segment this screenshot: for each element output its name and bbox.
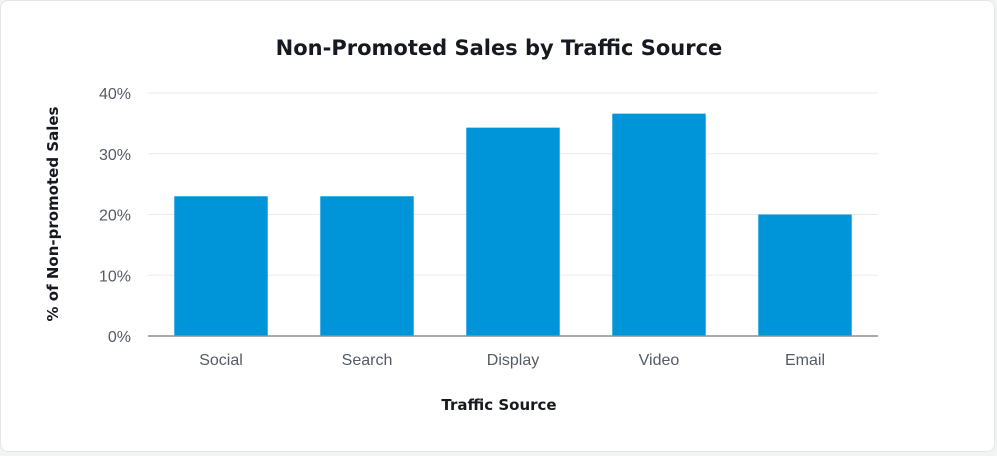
y-tick-label: 30% (99, 147, 131, 164)
y-axis-title: % of Non-promoted Sales (44, 106, 62, 321)
y-tick-label: 10% (99, 268, 131, 285)
bar-search[interactable] (320, 196, 414, 336)
bar-video[interactable] (612, 113, 706, 336)
x-tick-label: Social (199, 352, 243, 369)
x-tick-label: Email (785, 352, 825, 369)
bar-social[interactable] (174, 196, 268, 336)
bar-email[interactable] (758, 214, 852, 337)
y-tick-label: 40% (99, 86, 131, 103)
y-tick-label: 0% (108, 329, 131, 346)
x-axis-ticks: Social Search Display Video Email (199, 352, 825, 369)
y-axis-ticks: 0% 10% 20% 30% 40% (99, 86, 131, 346)
y-tick-label: 20% (99, 208, 131, 225)
x-tick-label: Display (487, 352, 539, 369)
x-tick-label: Search (342, 352, 393, 369)
bar-display[interactable] (466, 127, 560, 336)
chart-title: Non-Promoted Sales by Traffic Source (276, 36, 723, 60)
x-tick-label: Video (639, 352, 680, 369)
bars (174, 113, 852, 337)
x-axis-title: Traffic Source (441, 396, 556, 414)
